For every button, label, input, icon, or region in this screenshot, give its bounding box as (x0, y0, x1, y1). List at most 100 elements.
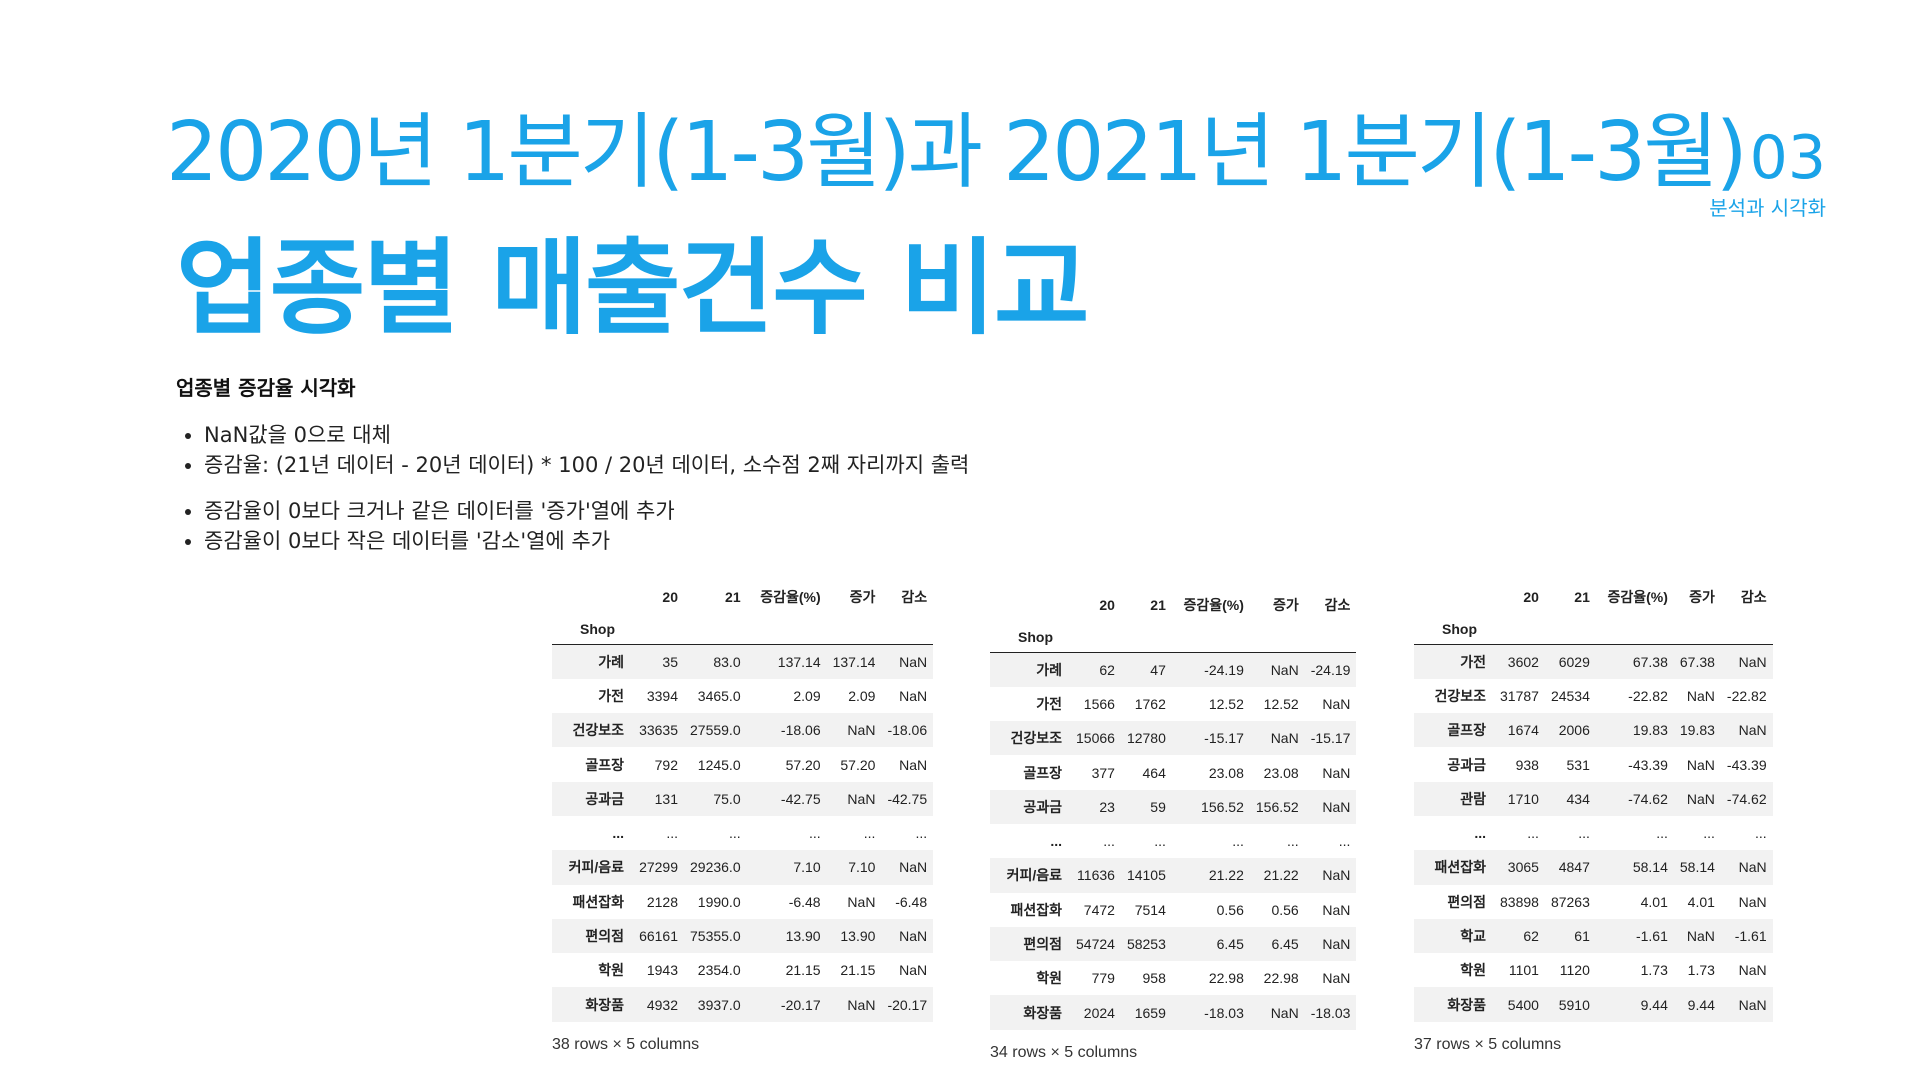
table-cell: ... (1287, 833, 1299, 850)
table-cell: 75355.0 (690, 928, 741, 945)
table-cell: ... (808, 825, 821, 842)
column-header: 20 (662, 589, 678, 605)
table-cell: 1245.0 (697, 756, 741, 773)
corner-cell (1414, 580, 1494, 614)
table-cell: 4.01 (1687, 893, 1715, 910)
table-cell: 83898 (1500, 893, 1539, 910)
table-cell: 531 (1566, 756, 1590, 773)
table-row: 건강보조 31787 24534 -22.82 NaN -22.82 (1414, 679, 1773, 713)
table-row: 공과금 131 75.0 -42.75 NaN -42.75 (552, 781, 934, 816)
table-cell: ... (863, 825, 876, 842)
table-row: 패션잡화 3065 4847 58.14 58.14 NaN (1414, 850, 1773, 885)
column-header: 증감율(%) (760, 589, 821, 605)
table-cell: NaN (899, 962, 928, 979)
table-cell: 58.14 (1632, 859, 1668, 876)
table-cell: 66161 (639, 928, 678, 945)
table-cell: 4932 (646, 996, 678, 1013)
table-cell: 13.90 (840, 928, 876, 945)
table-cell: 23.08 (1208, 764, 1244, 781)
table-cell: -43.39 (1726, 756, 1767, 773)
table-row: 공과금 23 59 156.52 156.52 NaN (990, 789, 1357, 824)
index-header-row: Shop (990, 622, 1357, 653)
row-index: 가전 (1460, 653, 1486, 670)
table-row: 편의점 66161 75355.0 13.90 13.90 NaN (552, 918, 934, 954)
row-index: 건강보조 (572, 722, 624, 739)
table-cell: 779 (1091, 970, 1115, 987)
table-cell: 4847 (1558, 859, 1590, 876)
empty-cell (632, 614, 684, 645)
table-cell: 31787 (1500, 687, 1539, 704)
bullet-item: NaN값을 0으로 대체 (204, 420, 969, 450)
table-cell: 2.09 (848, 687, 876, 704)
table-cell: 15066 (1076, 730, 1115, 747)
row-index: 건강보조 (1434, 687, 1486, 704)
row-index: ... (612, 825, 624, 842)
table-cell: -6.48 (788, 893, 821, 910)
table-cell: ... (1338, 833, 1351, 850)
empty-cell (746, 614, 827, 645)
table-cell: 67.38 (1679, 653, 1715, 670)
table-row: .................. (552, 816, 933, 850)
table-cell: 12.52 (1263, 695, 1299, 712)
table-cell: NaN (847, 722, 876, 739)
table-row: 골프장 1674 2006 19.83 19.83 NaN (1414, 713, 1773, 748)
table-row: 패션잡화 7472 7514 0.56 0.56 NaN (990, 893, 1356, 927)
table-cell: -18.06 (780, 722, 821, 739)
table-cell: NaN (1738, 653, 1767, 670)
table-cell: 2128 (646, 893, 678, 910)
table-cell: 19.83 (1632, 722, 1668, 739)
row-index: 화장품 (1447, 996, 1486, 1013)
table-cell: 3065 (1507, 859, 1539, 876)
table-cell: 13.90 (785, 928, 821, 945)
table-cell: ... (1527, 825, 1539, 842)
table-row: 화장품 5400 5910 9.44 9.44 NaN (1414, 987, 1773, 1022)
table-cell: ... (1703, 825, 1715, 842)
corner-cell (552, 580, 632, 614)
row-index: 화장품 (585, 996, 624, 1013)
table-cell: 1762 (1134, 695, 1166, 712)
table-cell: -15.17 (1310, 730, 1351, 747)
table-cell: ... (1578, 825, 1590, 842)
table-row: 화장품 2024 1659 -18.03 NaN -18.03 (990, 995, 1357, 1030)
data-table: 20 21 증감율(%) 증가 감소 Shop 가례 62 47 -24.19 NaN -24.19 가… (990, 588, 1357, 1030)
table-cell: 14105 (1126, 867, 1166, 884)
table-cell: -18.03 (1310, 1004, 1351, 1021)
table-cell: NaN (1738, 722, 1767, 739)
table-caption: 37 rows × 5 columns (1414, 1035, 1562, 1053)
bullet-item: 증감율이 0보다 작은 데이터를 '감소'열에 추가 (204, 526, 675, 556)
row-index: 패션잡화 (1434, 859, 1486, 876)
table-caption: 38 rows × 5 columns (552, 1035, 700, 1053)
table-cell: NaN (847, 996, 876, 1013)
table-cell: NaN (1322, 901, 1351, 918)
table-row: 커피/음료 27299 29236.0 7.10 7.10 NaN (552, 850, 934, 885)
table-cell: -1.61 (1734, 928, 1767, 945)
column-header: 증가 (1689, 589, 1715, 605)
table-cell: 3394 (646, 687, 678, 704)
empty-cell (1304, 622, 1357, 653)
index-name: Shop (1414, 614, 1494, 645)
table-cell: 9.44 (1640, 996, 1668, 1013)
table-cell: -1.61 (1635, 928, 1668, 945)
row-index: 커피/음료 (568, 859, 624, 876)
row-index: 공과금 (585, 790, 624, 807)
table-cell: 62 (1523, 928, 1539, 945)
table-cell: 0.56 (1216, 901, 1244, 918)
row-index: 골프장 (585, 756, 624, 773)
table-row: 건강보조 33635 27559.0 -18.06 NaN -18.06 (552, 713, 934, 748)
table-cell: 156.52 (1201, 798, 1244, 815)
table-cell: 23.08 (1263, 764, 1299, 781)
slide-subtitle: 2020년 1분기(1-3월)과 2021년 1분기(1-3월) (166, 105, 1748, 200)
table-cell: ... (1154, 833, 1166, 850)
corner-cell (990, 588, 1070, 622)
table-cell: 47 (1150, 661, 1166, 678)
table-row: .................. (1414, 816, 1773, 850)
table-cell: 1710 (1507, 790, 1539, 807)
table-cell: 137.14 (832, 653, 876, 670)
table-cell: NaN (1322, 970, 1351, 987)
row-index: 공과금 (1447, 756, 1486, 773)
table-cell: NaN (1322, 867, 1351, 884)
table-cell: 27299 (639, 859, 678, 876)
bullet-list-1: NaN값을 0으로 대체 증감율: (21년 데이터 - 20년 데이터) * … (176, 420, 969, 480)
column-header: 21 (725, 589, 741, 605)
index-header-row: Shop (552, 614, 934, 645)
